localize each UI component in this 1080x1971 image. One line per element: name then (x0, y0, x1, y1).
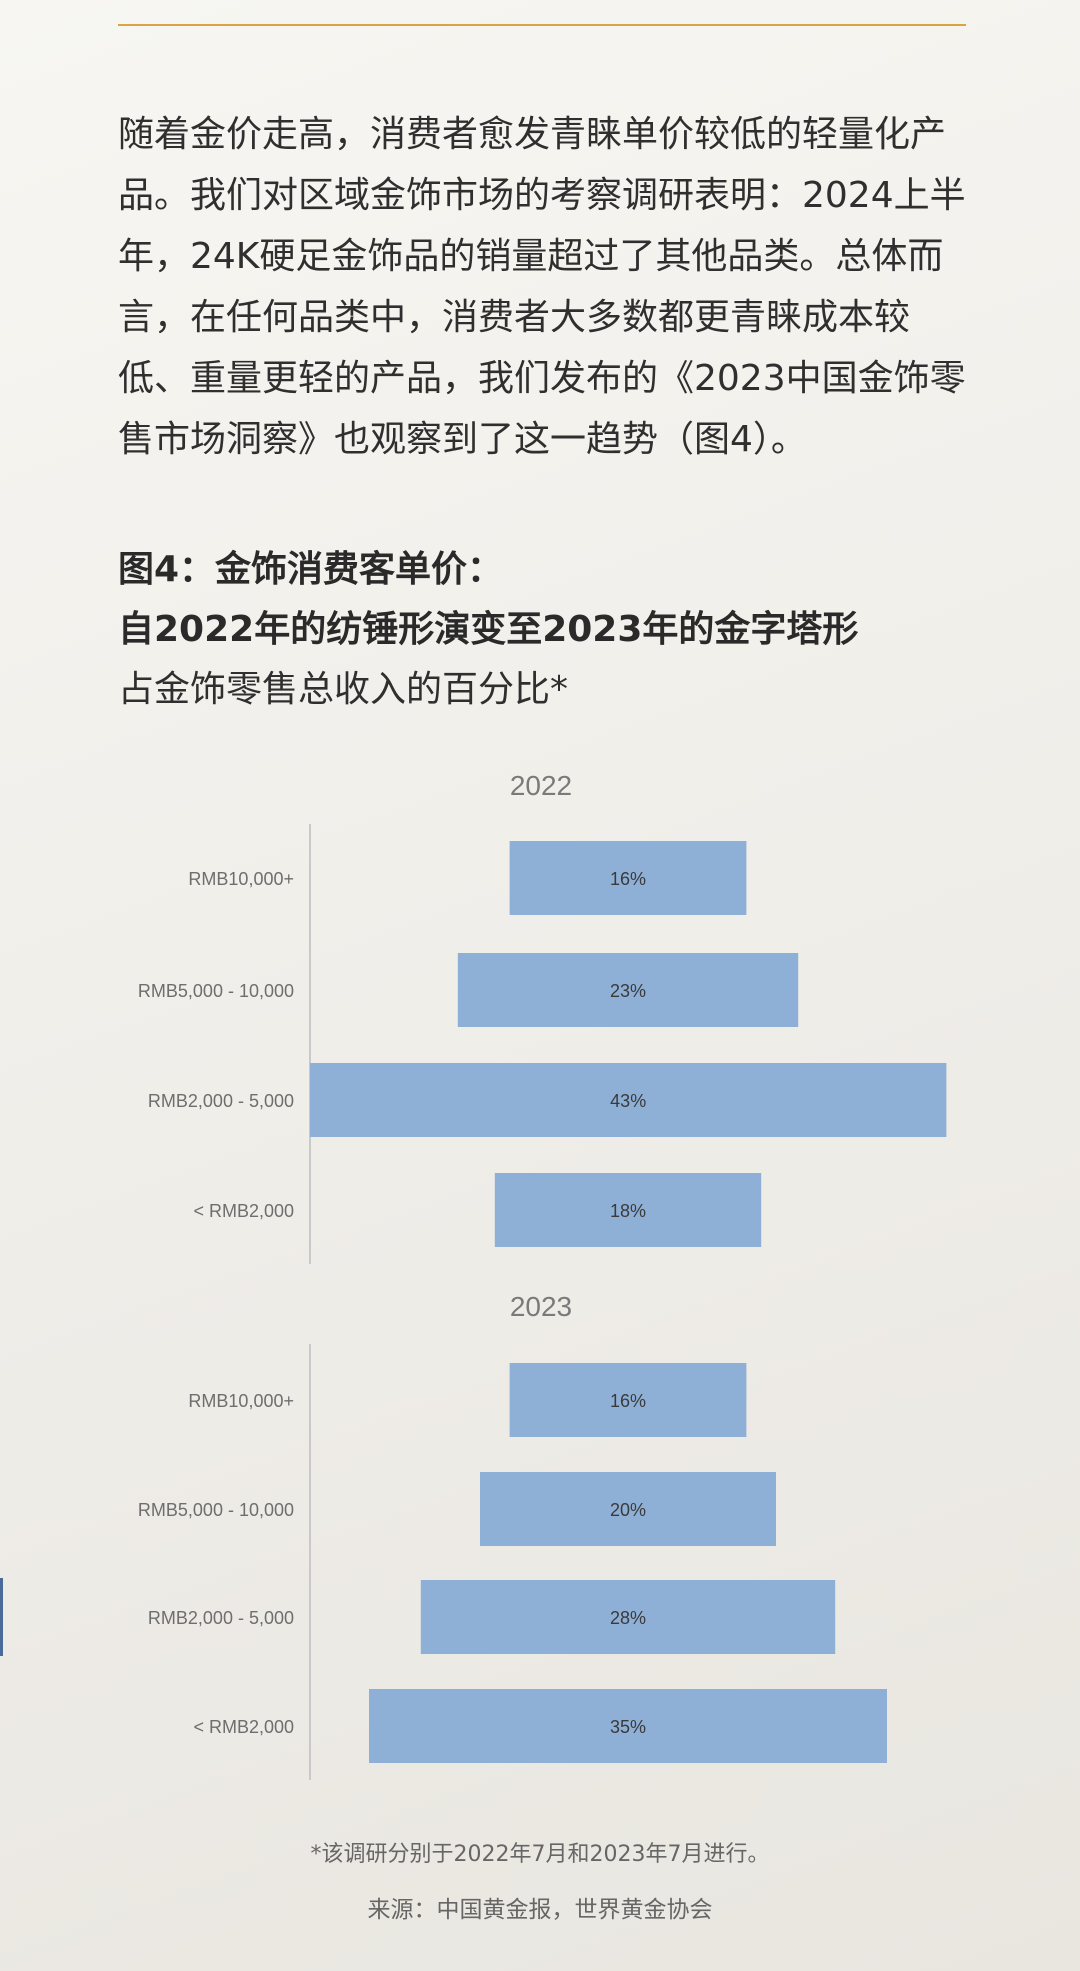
bar-value-label: 20% (610, 1500, 646, 1520)
bar (509, 1363, 747, 1437)
footnote: *该调研分别于2022年7月和2023年7月进行。 (310, 1842, 770, 1867)
figure-title: 图4：金饰消费客单价： 自2022年的纺锤形演变至2023年的金字塔形 (118, 540, 1018, 660)
figure-subtitle: 占金饰零售总收入的百分比* (118, 669, 569, 710)
category-label: < RMB2,000 (193, 1201, 294, 1221)
category-label: RMB2,000 - 5,000 (148, 1091, 294, 1111)
bar (369, 1689, 887, 1763)
category-label: RMB2,000 - 5,000 (148, 1608, 294, 1628)
bar (509, 841, 747, 915)
bar-value-label: 35% (610, 1717, 646, 1737)
bar (420, 1580, 836, 1654)
category-label: RMB5,000 - 10,000 (138, 1500, 294, 1520)
category-label: RMB10,000+ (188, 1391, 294, 1411)
bar-value-label: 18% (610, 1201, 646, 1221)
source-note: 来源：中国黄金报，世界黄金协会 (367, 1897, 713, 1923)
category-label: < RMB2,000 (193, 1717, 294, 1737)
figure-title-line1: 图4：金饰消费客单价： (118, 549, 504, 590)
bar (494, 1173, 762, 1247)
bar-value-label: 28% (610, 1608, 646, 1628)
body-paragraph: 随着金价走高，消费者愈发青睐单价较低的轻量化产品。我们对区域金饰市场的考察调研表… (118, 114, 966, 460)
bar-value-label: 16% (610, 869, 646, 889)
chart-title-2022: 2022 (510, 770, 572, 801)
figure-title-line2: 自2022年的纺锤形演变至2023年的金字塔形 (118, 609, 859, 650)
top-divider (118, 24, 966, 26)
bar (480, 1472, 776, 1546)
category-label: RMB5,000 - 10,000 (138, 981, 294, 1001)
bar (457, 953, 799, 1027)
category-label: RMB10,000+ (188, 869, 294, 889)
bar-value-label: 16% (610, 1391, 646, 1411)
bar (310, 1063, 947, 1137)
chart-title-2023: 2023 (510, 1291, 572, 1322)
edge-marker (0, 1578, 3, 1656)
bar-value-label: 43% (610, 1091, 646, 1111)
bar-value-label: 23% (610, 981, 646, 1001)
